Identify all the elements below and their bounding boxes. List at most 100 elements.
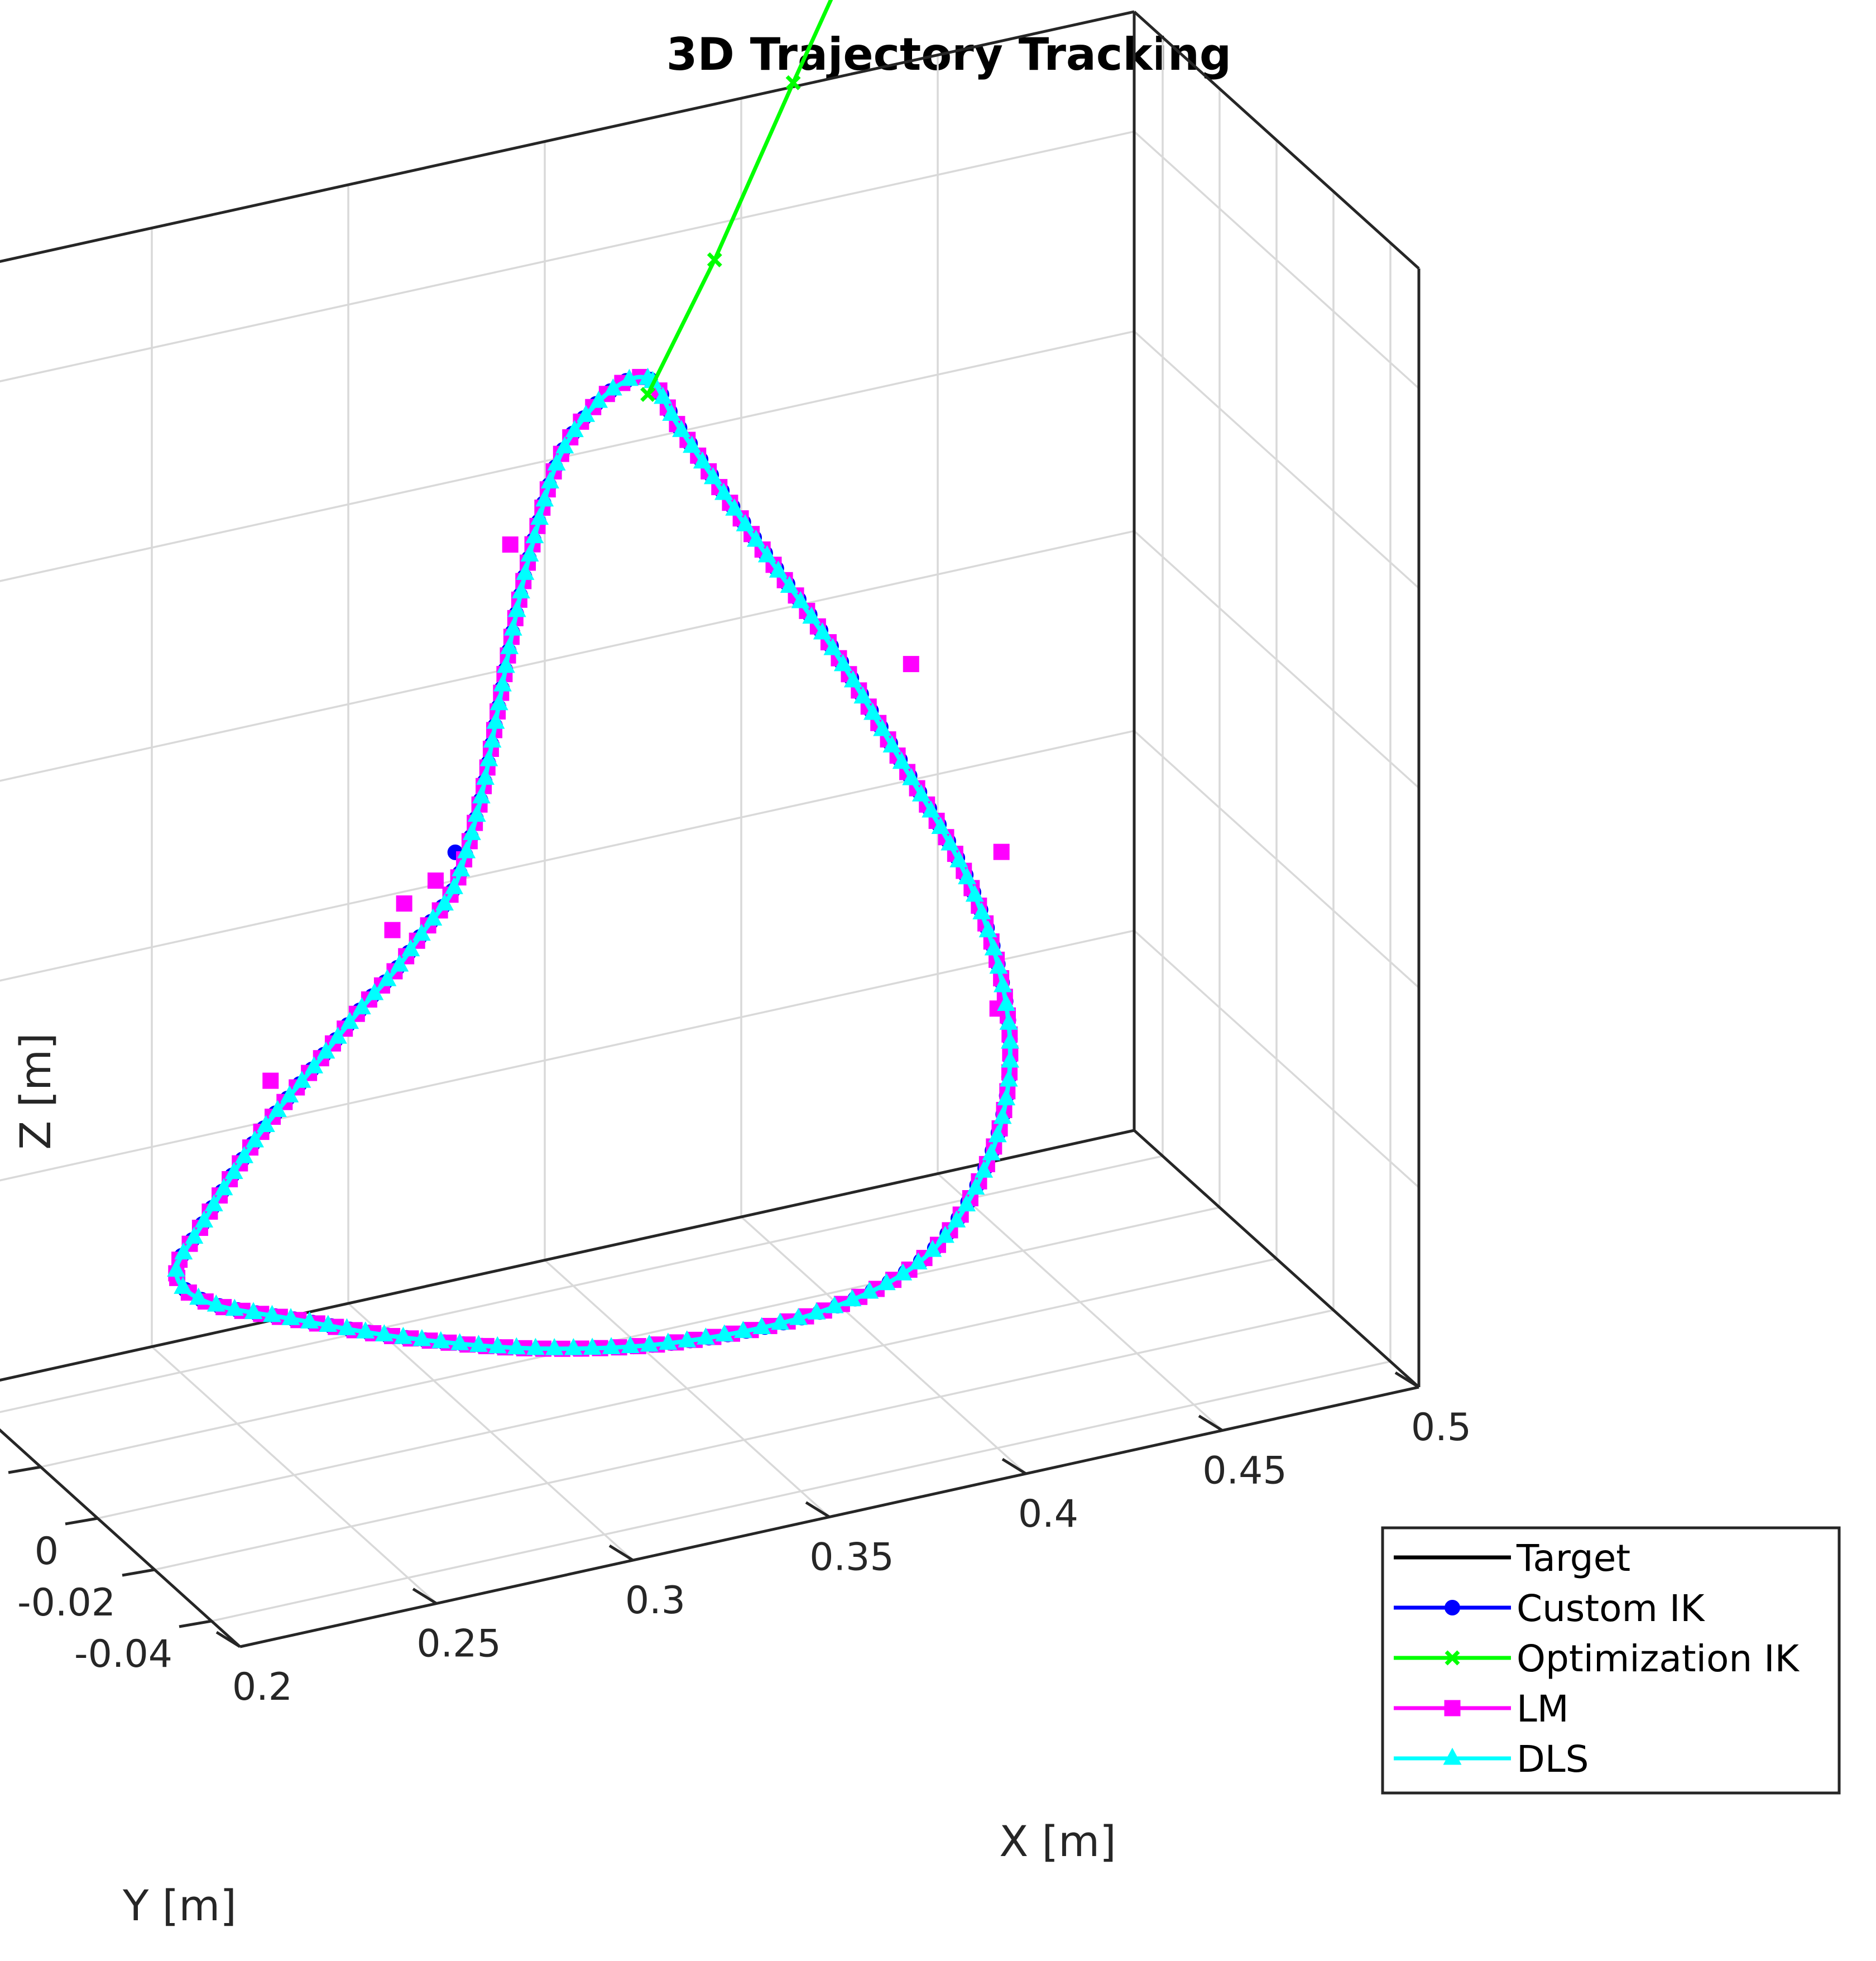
x-tick-label: 0.25 [416, 1622, 501, 1666]
data-point [823, 637, 842, 655]
legend-marker [1443, 1747, 1462, 1765]
data-point [224, 1162, 243, 1180]
data-point [833, 654, 852, 672]
data-point [999, 1013, 1018, 1030]
data-point [493, 674, 512, 692]
series-line [646, 0, 833, 396]
data-point [472, 786, 491, 804]
grid-line [1133, 131, 1420, 390]
data-point [678, 1330, 697, 1348]
data-point [923, 1239, 942, 1257]
data-point [911, 784, 930, 802]
data-point [378, 968, 397, 986]
legend-box [1381, 1526, 1841, 1795]
data-point [503, 618, 522, 636]
data-point [564, 1337, 583, 1355]
data-point [431, 1331, 450, 1349]
data-point [771, 1312, 790, 1330]
series-group [167, 0, 1020, 1357]
data-point [621, 1336, 640, 1353]
data-point [957, 1194, 976, 1212]
data-point [662, 404, 681, 421]
data-point [412, 1329, 431, 1346]
data-point [496, 655, 515, 673]
data-point [490, 693, 508, 711]
data-point [993, 1106, 1012, 1124]
data-point [640, 387, 656, 402]
data-point [281, 1308, 300, 1325]
data-point [507, 600, 526, 617]
data-point [746, 529, 765, 547]
x-tick-label: 0.5 [1411, 1406, 1471, 1450]
x-tick-mark [1001, 1457, 1027, 1475]
data-point [394, 1326, 412, 1344]
grid-line [0, 929, 1135, 1182]
data-point [966, 1177, 985, 1195]
data-point [894, 1263, 913, 1281]
data-point [843, 1289, 862, 1307]
data-point [972, 902, 991, 919]
data-point [813, 622, 832, 640]
data-point [555, 436, 574, 454]
data-point [262, 1072, 279, 1089]
data-point [577, 405, 596, 422]
data-point [769, 560, 788, 578]
legend-entry-lm: LM [1394, 1687, 1569, 1730]
data-point [207, 1294, 225, 1312]
data-point [988, 1125, 1007, 1143]
data-point [785, 75, 801, 90]
data-point [903, 656, 919, 673]
data-point [195, 1210, 214, 1228]
x-tick-mark [215, 1631, 241, 1648]
data-point [427, 872, 444, 889]
data-point [292, 1071, 311, 1088]
x-tick-label: 0.35 [809, 1536, 894, 1580]
data-point [843, 670, 862, 688]
legend-entry-target: Target [1394, 1537, 1630, 1580]
data-point [476, 768, 495, 785]
data-point [993, 975, 1013, 993]
data-point [997, 1088, 1016, 1106]
data-point [902, 768, 921, 785]
y-tick-label: 0 [35, 1530, 59, 1574]
data-point [931, 817, 950, 834]
data-point [268, 1100, 287, 1117]
data-point [999, 1069, 1018, 1087]
data-point [941, 833, 959, 851]
x-axis-label: X [m] [999, 1816, 1116, 1866]
data-point [375, 1324, 394, 1341]
data-point [319, 1315, 338, 1332]
grid-line [1133, 330, 1420, 589]
data-point [873, 718, 892, 736]
grid-line [211, 1360, 1391, 1622]
y-tick-mark [179, 1619, 212, 1628]
legend-entry-custom-ik: Custom IK [1394, 1587, 1705, 1630]
legend-marker [1445, 1650, 1460, 1666]
data-point [958, 867, 977, 885]
data-point [424, 908, 443, 926]
axes-box-edge [0, 1129, 1135, 1382]
data-point [853, 686, 872, 704]
data-point [174, 1277, 193, 1294]
data-point [488, 1336, 507, 1354]
data-point [715, 1324, 734, 1342]
data-point [444, 877, 463, 894]
data-point [365, 983, 384, 1000]
y-tick-mark [65, 1517, 98, 1526]
y-tick-label: 0.02 [0, 1478, 2, 1522]
data-point [863, 702, 882, 720]
data-point [167, 1259, 186, 1277]
grid-line [1133, 730, 1420, 989]
data-point [467, 804, 486, 822]
legend-marker [1445, 1600, 1460, 1615]
data-point [620, 368, 639, 386]
grid-line [1133, 929, 1420, 1188]
data-point [396, 895, 412, 912]
data-point [791, 591, 810, 608]
data-point [340, 1011, 359, 1029]
legend-label: DLS [1517, 1738, 1589, 1781]
data-point [300, 1311, 319, 1329]
legend-entry-dls: DLS [1394, 1738, 1589, 1781]
data-point [507, 1337, 526, 1355]
